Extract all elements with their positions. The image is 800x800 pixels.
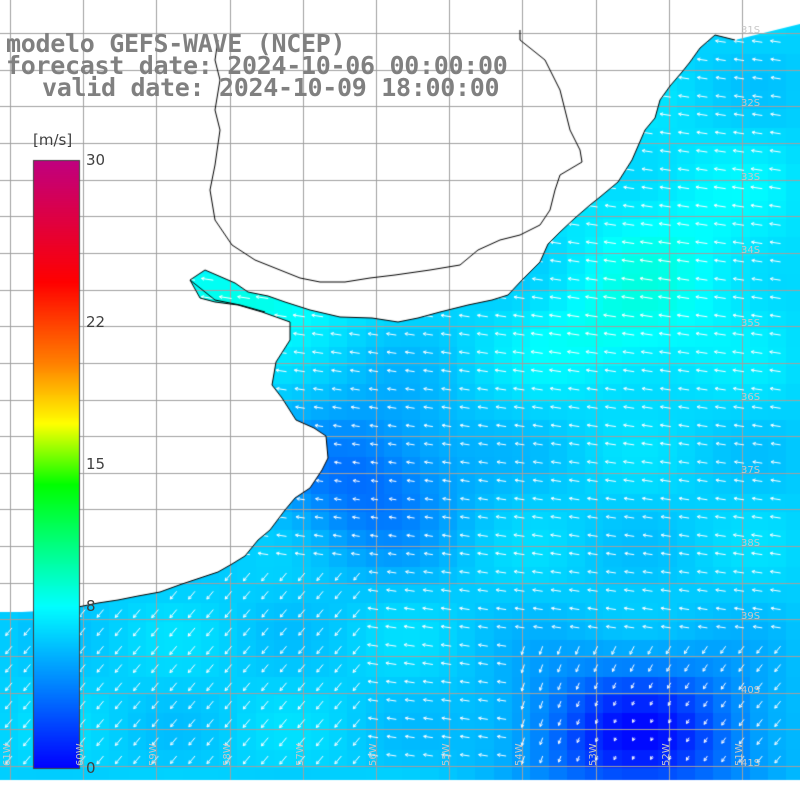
model-title: modelo GEFS-WAVE (NCEP) [6, 29, 346, 58]
latitude-label: 36S [741, 391, 761, 403]
longitude-label: 60W [75, 743, 87, 766]
longitude-label: 54W [514, 743, 526, 766]
latitude-label: 39S [741, 611, 761, 623]
valid-date-title: valid date: 2024-10-09 18:00:00 [42, 73, 500, 102]
longitude-label: 59W [148, 743, 160, 766]
latitude-label: 37S [741, 464, 761, 476]
longitude-label: 53W [587, 743, 599, 766]
colorbar-tick-label: 22 [86, 313, 106, 332]
colorbar-unit-label: [m/s] [33, 131, 73, 149]
latitude-label: 38S [741, 538, 761, 550]
longitude-label: 52W [660, 743, 672, 766]
longitude-label: 58W [221, 743, 233, 766]
latitude-label: 41S [741, 758, 761, 769]
longitude-label: 55W [441, 743, 453, 766]
longitude-label: 56W [368, 743, 379, 766]
latitude-label: 35S [741, 318, 761, 330]
forecast-date-title: forecast date: 2024-10-06 00:00:00 [6, 51, 508, 80]
latitude-label: 40S [741, 684, 761, 696]
longitude-label: 57W [294, 743, 306, 766]
colorbar-tick-label: 15 [86, 455, 106, 473]
latitude-label: 33S [741, 171, 761, 183]
longitude-label: 51W [734, 743, 745, 766]
colorbar-tick-label: 8 [86, 596, 96, 615]
longitude-label: 61W [2, 743, 13, 766]
latitude-label: 31S [741, 25, 761, 36]
latitude-label: 34S [741, 244, 761, 256]
colorbar-tick-label: 30 [86, 151, 106, 169]
colorbar-tick-label: 0 [86, 759, 96, 777]
latitude-label: 32S [741, 98, 761, 110]
